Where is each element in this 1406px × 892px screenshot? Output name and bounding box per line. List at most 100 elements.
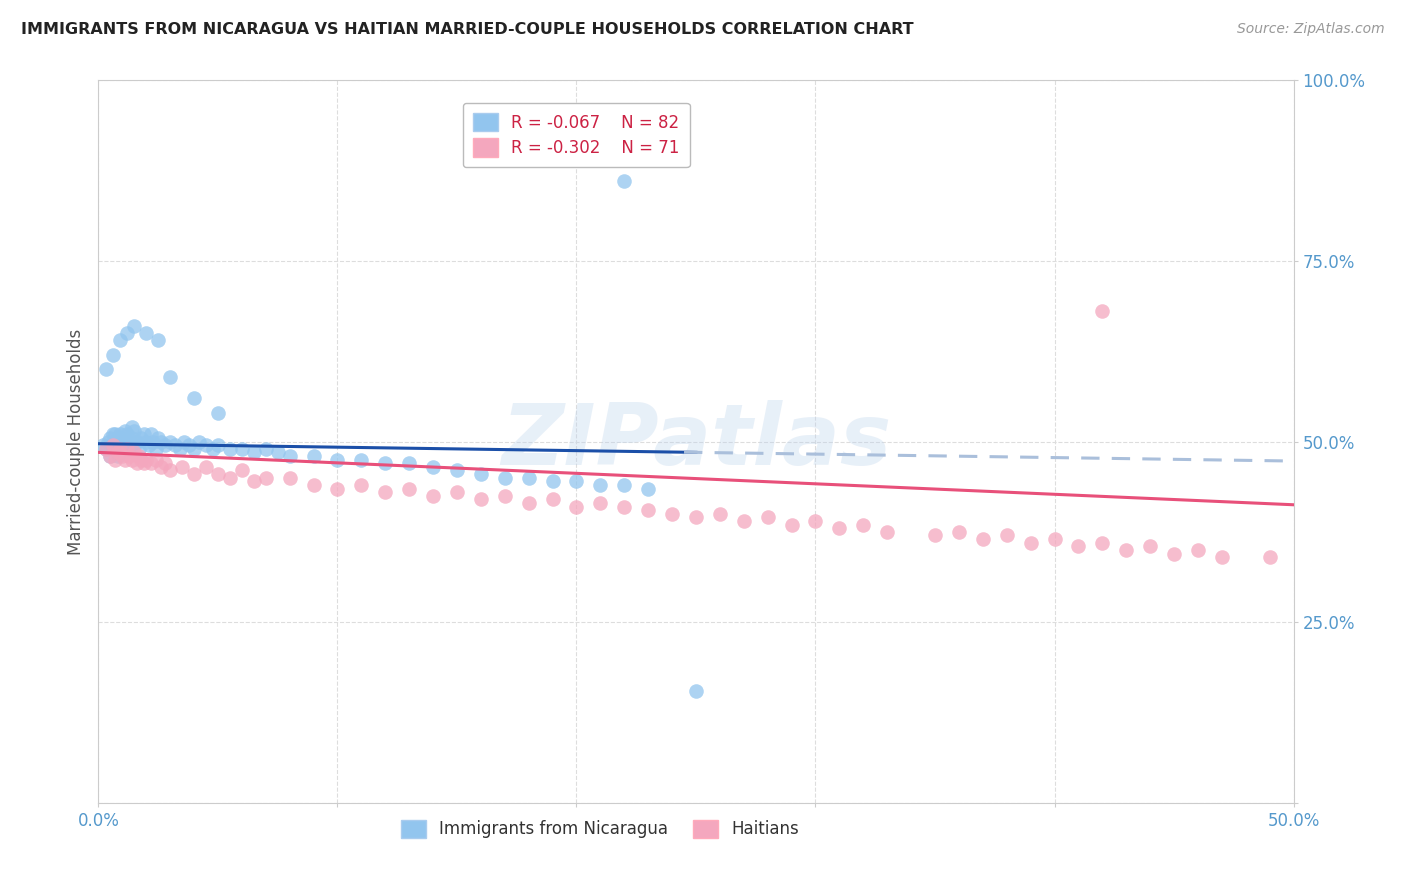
Point	[517, 496, 540, 510]
Point	[98, 431, 122, 445]
Point	[104, 452, 127, 467]
Point	[145, 452, 167, 467]
Point	[1043, 532, 1066, 546]
Point	[124, 445, 146, 459]
Point	[685, 510, 707, 524]
Point	[125, 456, 148, 470]
Point	[948, 524, 970, 539]
Point	[132, 427, 155, 442]
Point	[124, 424, 146, 438]
Point	[1115, 542, 1137, 557]
Point	[541, 492, 564, 507]
Y-axis label: Married-couple Households: Married-couple Households	[66, 328, 84, 555]
Point	[231, 442, 253, 456]
Text: Source: ZipAtlas.com: Source: ZipAtlas.com	[1237, 22, 1385, 37]
Point	[142, 434, 165, 449]
Point	[470, 467, 492, 481]
Point	[101, 427, 124, 442]
Point	[108, 434, 131, 449]
Point	[172, 459, 194, 474]
Point	[470, 492, 492, 507]
Point	[114, 434, 136, 449]
Point	[326, 482, 349, 496]
Point	[374, 485, 396, 500]
Point	[589, 478, 612, 492]
Point	[131, 452, 153, 467]
Point	[207, 467, 229, 481]
Point	[195, 459, 218, 474]
Point	[104, 434, 127, 449]
Point	[685, 683, 707, 698]
Point	[243, 475, 266, 489]
Point	[149, 434, 172, 449]
Point	[207, 438, 229, 452]
Legend: Immigrants from Nicaragua, Haitians: Immigrants from Nicaragua, Haitians	[395, 813, 806, 845]
Point	[101, 438, 124, 452]
Point	[1258, 550, 1281, 565]
Point	[98, 449, 122, 463]
Point	[398, 456, 420, 470]
Point	[148, 431, 170, 445]
Point	[173, 434, 195, 449]
Text: ZIPatlas: ZIPatlas	[501, 400, 891, 483]
Point	[565, 500, 588, 514]
Point	[159, 369, 181, 384]
Point	[780, 517, 803, 532]
Point	[131, 431, 153, 445]
Point	[302, 449, 325, 463]
Point	[422, 489, 444, 503]
Point	[163, 438, 186, 452]
Point	[446, 463, 468, 477]
Point	[1211, 550, 1233, 565]
Point	[135, 434, 157, 449]
Point	[107, 431, 129, 445]
Point	[1163, 547, 1185, 561]
Point	[183, 391, 205, 405]
Point	[159, 434, 181, 449]
Point	[637, 503, 659, 517]
Text: IMMIGRANTS FROM NICARAGUA VS HAITIAN MARRIED-COUPLE HOUSEHOLDS CORRELATION CHART: IMMIGRANTS FROM NICARAGUA VS HAITIAN MAR…	[21, 22, 914, 37]
Point	[398, 482, 420, 496]
Point	[132, 456, 155, 470]
Point	[107, 438, 129, 452]
Point	[661, 507, 683, 521]
Point	[104, 442, 127, 456]
Point	[804, 514, 827, 528]
Point	[98, 449, 122, 463]
Point	[155, 438, 177, 452]
Point	[1067, 539, 1090, 553]
Point	[115, 427, 138, 442]
Point	[613, 478, 636, 492]
Point	[104, 427, 127, 442]
Point	[135, 452, 157, 467]
Point	[101, 348, 124, 362]
Point	[876, 524, 898, 539]
Point	[733, 514, 755, 528]
Point	[115, 442, 138, 456]
Point	[565, 475, 588, 489]
Point	[219, 470, 242, 484]
Point	[995, 528, 1018, 542]
Point	[107, 445, 129, 459]
Point	[179, 438, 201, 452]
Point	[114, 452, 136, 467]
Point	[139, 427, 162, 442]
Point	[159, 463, 181, 477]
Point	[1187, 542, 1209, 557]
Point	[828, 521, 851, 535]
Point	[1091, 304, 1114, 318]
Point	[278, 449, 301, 463]
Point	[124, 438, 146, 452]
Point	[202, 442, 225, 456]
Point	[350, 452, 373, 467]
Point	[254, 470, 277, 484]
Point	[128, 442, 150, 456]
Point	[350, 478, 373, 492]
Point	[121, 420, 143, 434]
Point	[637, 482, 659, 496]
Point	[155, 456, 177, 470]
Point	[219, 442, 242, 456]
Point	[231, 463, 253, 477]
Point	[148, 334, 170, 348]
Point	[121, 431, 143, 445]
